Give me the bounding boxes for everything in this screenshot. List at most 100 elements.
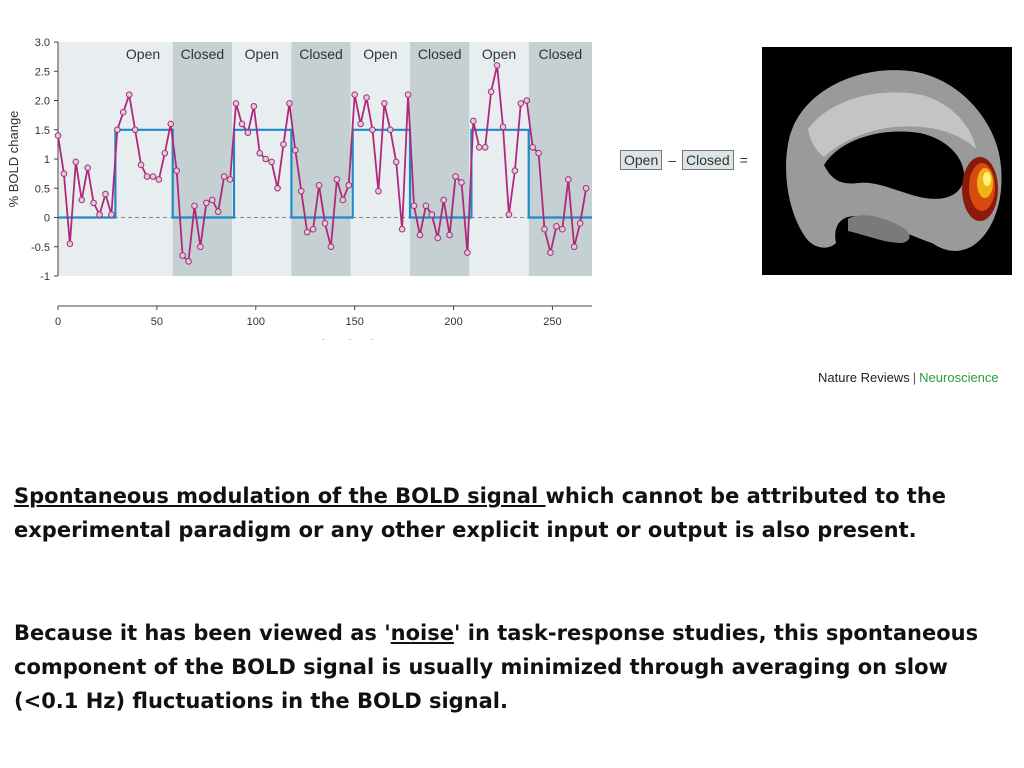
signal-point bbox=[481, 144, 489, 151]
signal-point bbox=[119, 108, 127, 116]
signal-point bbox=[262, 155, 269, 163]
signal-point bbox=[404, 91, 412, 98]
signal-point bbox=[357, 120, 364, 128]
journal-credit: Nature Reviews | Neuroscience bbox=[818, 370, 999, 385]
signal-point bbox=[155, 176, 163, 183]
signal-point bbox=[452, 173, 459, 180]
contrast-minus: – bbox=[668, 152, 677, 168]
signal-point bbox=[369, 126, 376, 134]
signal-point bbox=[505, 211, 513, 218]
brain-activation-image bbox=[762, 47, 1012, 275]
signal-point bbox=[375, 187, 382, 195]
signal-point bbox=[84, 164, 91, 172]
signal-point bbox=[464, 249, 471, 256]
signal-point bbox=[470, 117, 477, 125]
y-tick-label: 0 bbox=[44, 213, 50, 225]
contrast-equals: = bbox=[739, 152, 748, 168]
signal-point bbox=[60, 170, 68, 177]
signal-point bbox=[220, 173, 228, 180]
signal-point bbox=[410, 202, 418, 210]
paragraph-text: ' in task-response studies, this spontan… bbox=[14, 621, 979, 713]
signal-point bbox=[238, 120, 246, 128]
signal-point bbox=[280, 141, 287, 148]
band-label-open: Open bbox=[363, 46, 397, 62]
journal-name: Nature Reviews bbox=[818, 370, 910, 385]
signal-point bbox=[564, 176, 572, 183]
signal-point bbox=[250, 103, 258, 110]
signal-point bbox=[582, 184, 590, 192]
y-tick-label: 1.5 bbox=[35, 125, 50, 137]
signal-point bbox=[351, 91, 358, 98]
band-closed-6 bbox=[410, 42, 470, 276]
signal-point bbox=[137, 161, 145, 169]
signal-point bbox=[197, 243, 204, 251]
signal-point bbox=[446, 231, 453, 239]
y-tick-label: 1 bbox=[44, 154, 50, 166]
signal-point bbox=[96, 211, 103, 218]
signal-point bbox=[315, 182, 323, 189]
signal-point bbox=[143, 173, 151, 180]
y-tick-label: -0.5 bbox=[31, 242, 50, 254]
x-tick-label: 200 bbox=[444, 316, 462, 328]
paragraph-text: which cannot be attributed to the experi… bbox=[14, 484, 947, 542]
condition-bands bbox=[58, 42, 592, 276]
y-tick-label: 2.0 bbox=[35, 96, 50, 108]
signal-point bbox=[54, 132, 62, 139]
signal-point bbox=[191, 202, 198, 210]
bold-signal-chart: Open Closed Open Closed Open Closed Open Closed… bbox=[6, 37, 592, 340]
chart-axes bbox=[54, 41, 592, 310]
signal-point bbox=[553, 222, 560, 230]
credit-separator: | bbox=[912, 370, 917, 385]
signal-point bbox=[434, 234, 442, 242]
band-label-closed: Closed bbox=[539, 46, 583, 62]
paragraph-noise: Because it has been viewed as 'noise' in… bbox=[14, 616, 1014, 718]
signal-point bbox=[90, 199, 97, 207]
signal-point bbox=[286, 100, 293, 107]
signal-point bbox=[422, 202, 430, 210]
contrast-legend: Open – Closed = bbox=[620, 148, 748, 172]
signal-point bbox=[416, 231, 424, 239]
signal-point bbox=[78, 196, 86, 204]
signal-point bbox=[179, 252, 186, 259]
signal-point bbox=[125, 91, 133, 98]
signal-point bbox=[381, 100, 388, 107]
signal-point bbox=[339, 196, 347, 204]
band-label-closed: Closed bbox=[181, 46, 225, 62]
signal-point bbox=[161, 149, 169, 157]
signal-point bbox=[475, 144, 483, 151]
signal-point bbox=[203, 199, 210, 207]
signal-point bbox=[529, 144, 536, 151]
signal-point bbox=[72, 158, 80, 166]
signal-point bbox=[345, 182, 353, 189]
signal-point bbox=[428, 211, 436, 218]
signal-point bbox=[576, 220, 584, 227]
underlined-phrase: Spontaneous modulation of the BOLD signa… bbox=[14, 484, 546, 508]
signal-point bbox=[541, 225, 548, 233]
band-open-0 bbox=[58, 42, 114, 276]
signal-point bbox=[309, 225, 317, 233]
signal-point bbox=[386, 126, 394, 134]
signal-point bbox=[114, 126, 121, 134]
signal-point bbox=[167, 120, 175, 128]
signal-point bbox=[102, 190, 109, 198]
signal-point bbox=[292, 146, 299, 154]
signal-point bbox=[268, 158, 275, 166]
signal-point bbox=[570, 243, 578, 251]
signal-point bbox=[226, 176, 234, 183]
signal-point bbox=[149, 173, 157, 180]
band-label-open: Open bbox=[482, 46, 516, 62]
band-open-3 bbox=[232, 42, 292, 276]
contrast-closed-box: Closed bbox=[682, 150, 734, 170]
y-tick-label: 0.5 bbox=[35, 183, 50, 195]
signal-point bbox=[131, 126, 139, 134]
signal-point bbox=[66, 240, 74, 248]
signal-point bbox=[274, 184, 281, 192]
signal-point bbox=[333, 176, 341, 183]
signal-point bbox=[392, 158, 400, 166]
signal-point bbox=[297, 187, 305, 195]
signal-point bbox=[363, 94, 370, 101]
chart-labels: Open Closed Open Closed Open Closed Open Closed… bbox=[6, 37, 582, 340]
signal-point bbox=[303, 228, 311, 236]
signal-point bbox=[256, 149, 264, 157]
model-response-series bbox=[58, 128, 592, 219]
